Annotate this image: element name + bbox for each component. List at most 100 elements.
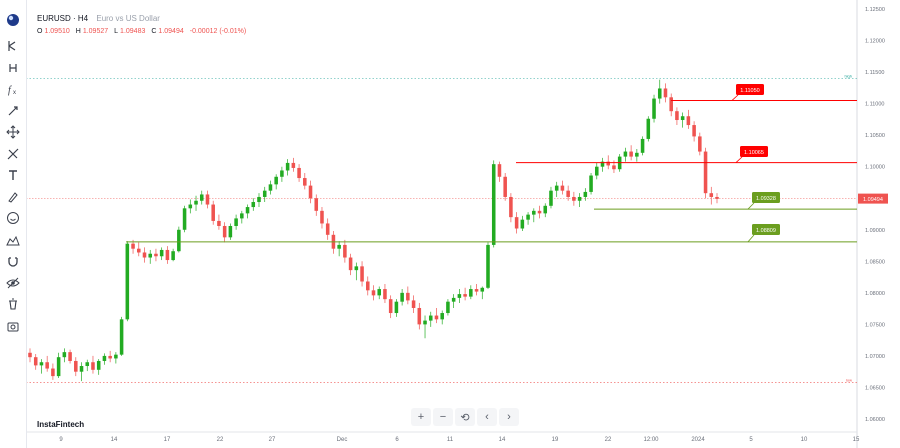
candle-body (211, 204, 215, 221)
ohlc-legend: O 1.09510 H 1.09527 L 1.09483 C 1.09494 -0.00012… (37, 28, 252, 35)
candle-body (514, 217, 519, 229)
measure-icon[interactable] (3, 230, 23, 250)
support-level-tag[interactable] (752, 192, 780, 203)
resistance-level-tag[interactable] (736, 84, 764, 95)
candle-body (314, 198, 319, 211)
time-tick-label: 27 (269, 437, 276, 443)
svg-text:f: f (8, 85, 12, 96)
crosshair-icon[interactable] (3, 58, 23, 78)
symbol-title[interactable]: EURUSD · H4 (37, 14, 89, 23)
brand-watermark: InstaFintech (37, 420, 85, 429)
candle-body (377, 289, 381, 296)
candle-body (39, 362, 44, 366)
candle-body (635, 152, 639, 157)
time-tick-label: 22 (217, 437, 224, 443)
low-marker-label: low (846, 377, 852, 382)
candle-body (291, 162, 296, 168)
candle-body (257, 196, 261, 203)
logo-icon[interactable] (3, 10, 23, 30)
move-icon[interactable] (3, 122, 23, 142)
candle-body (532, 210, 536, 215)
candle-body (526, 214, 530, 220)
candle-body (303, 178, 307, 186)
candle-body (245, 207, 250, 214)
zoom-in-button[interactable]: + (411, 408, 431, 426)
candle-body (85, 362, 90, 367)
price-tick-label: 1.10000 (865, 165, 885, 171)
candle-body (428, 315, 433, 321)
trash-icon[interactable] (3, 294, 23, 314)
candle-body (703, 151, 708, 194)
text-f-icon[interactable] (3, 101, 23, 121)
emoji-icon[interactable] (3, 208, 23, 228)
candle-body (469, 289, 473, 297)
price-tick-label: 1.09000 (865, 228, 885, 234)
candle-body (715, 196, 719, 199)
scroll-right-button[interactable]: › (499, 408, 519, 426)
candle-body (234, 218, 238, 226)
eye-icon[interactable] (3, 273, 23, 293)
candle-body (251, 202, 256, 208)
candle-body (692, 125, 696, 137)
candle-body (182, 208, 187, 230)
candle-body (33, 357, 38, 366)
candle-body (423, 320, 427, 325)
pattern-icon[interactable] (3, 144, 23, 164)
candle-body (68, 352, 72, 361)
candle-body (222, 225, 227, 238)
scroll-left-button[interactable]: ‹ (477, 408, 497, 426)
candle-body (520, 219, 525, 229)
candle-body (62, 352, 67, 358)
candle-body (669, 97, 673, 112)
candle-body (366, 281, 370, 291)
candle-body (675, 111, 679, 121)
candle-body (497, 164, 502, 177)
candle-body (383, 289, 387, 300)
magnet-icon[interactable] (3, 251, 23, 271)
candle-body (79, 366, 84, 372)
candle-body (595, 166, 599, 176)
text-icon[interactable] (3, 165, 23, 185)
candle-body (159, 249, 164, 257)
candle-body (74, 360, 78, 372)
candle-body (142, 252, 147, 258)
support-callout-leader (747, 202, 755, 210)
time-tick-label: 2024 (691, 437, 705, 443)
candle-body (554, 185, 559, 191)
candle-body (96, 360, 101, 370)
candle-body (171, 251, 175, 261)
time-tick-label: 5 (749, 437, 753, 443)
support-level-tag[interactable] (752, 224, 780, 235)
zoom-out-button[interactable]: − (433, 408, 453, 426)
resistance-level-label: 1.11050 (740, 88, 759, 94)
candle-body (491, 164, 496, 245)
candle-body (486, 244, 490, 288)
ohlc-key-h: H (75, 28, 81, 35)
candle-body (549, 190, 553, 206)
brush-icon[interactable] (3, 187, 23, 207)
time-tick-label: 19 (552, 437, 559, 443)
candle-body (131, 243, 135, 249)
candle-body (446, 301, 450, 314)
candle-body (646, 118, 651, 139)
candle-body (308, 185, 313, 199)
price-tick-label: 1.06500 (865, 385, 885, 391)
candle-body (51, 368, 55, 377)
candle-body (337, 244, 341, 249)
cursor-icon[interactable] (3, 36, 23, 56)
symbol-description: Euro vs US Dollar (96, 14, 160, 23)
candle-body (325, 223, 330, 235)
resistance-level-tag[interactable] (740, 146, 768, 157)
camera-icon[interactable] (3, 316, 23, 336)
candle-body (400, 292, 404, 302)
candle-body (119, 319, 124, 355)
candle-body (360, 266, 364, 282)
current-price-tag (858, 193, 888, 204)
candle-body (411, 300, 416, 308)
reset-chart-button[interactable]: ⟲ (455, 408, 475, 426)
ohlc-key-l: L (114, 28, 119, 35)
candle-body (280, 170, 284, 177)
